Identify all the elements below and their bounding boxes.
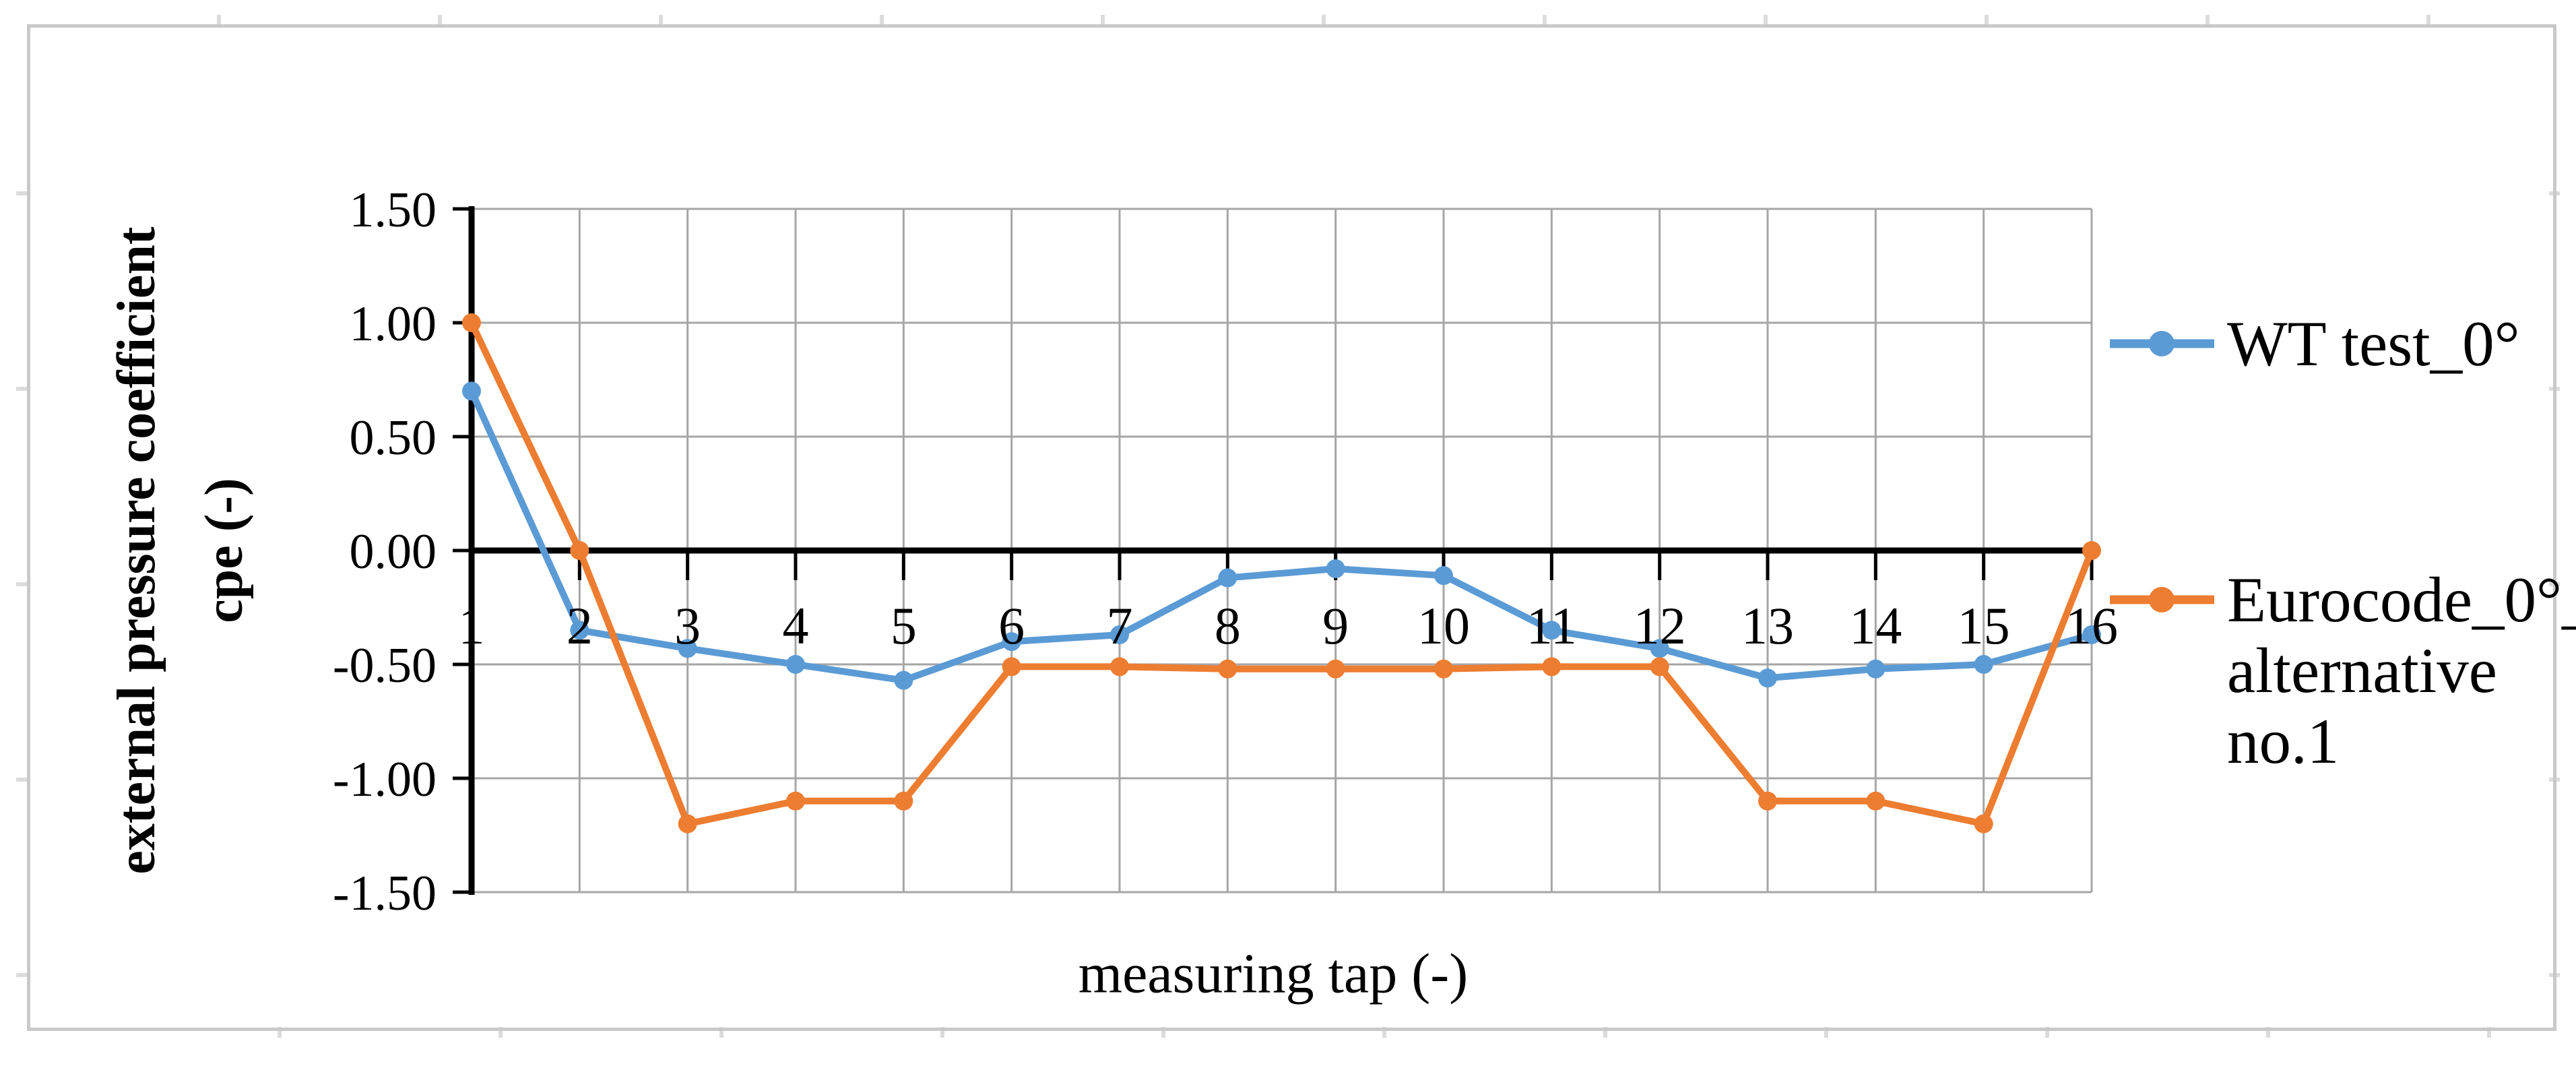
y-tick-label: -1.00 xyxy=(333,752,437,807)
series-marker-eurocode xyxy=(1758,791,1777,811)
legend-label-eurocode: Eurocode_0°_ alternative no.1 xyxy=(2227,564,2576,777)
series-marker-eurocode xyxy=(678,814,697,834)
x-tick-label: 9 xyxy=(1322,596,1349,655)
series-marker-wt-test xyxy=(1002,632,1021,652)
series-marker-wt-test xyxy=(1110,625,1129,645)
series-marker-eurocode xyxy=(1542,657,1561,677)
series-marker-wt-test xyxy=(1866,659,1886,679)
x-tick-label: 8 xyxy=(1215,596,1241,655)
series-marker-wt-test xyxy=(1218,568,1237,588)
series-line-eurocode xyxy=(468,319,2095,827)
x-tick-label: 3 xyxy=(674,596,701,655)
series-marker-eurocode xyxy=(1866,791,1886,811)
series-marker-wt-test xyxy=(1974,655,1993,674)
series-marker-wt-test xyxy=(570,621,589,640)
x-tick-label: 12 xyxy=(1634,596,1686,655)
x-tick-label: 1 xyxy=(459,596,485,655)
x-axis-title: measuring tap (-) xyxy=(1078,942,1469,1005)
series-marker-eurocode xyxy=(894,791,913,811)
legend-marker-eurocode-line-dot-icon xyxy=(2110,587,2214,613)
series-marker-eurocode xyxy=(786,791,805,811)
series-marker-eurocode xyxy=(2082,541,2101,560)
y-tick-label: -0.50 xyxy=(333,638,437,693)
series-marker-eurocode xyxy=(462,313,481,332)
y-tick-label: 1.00 xyxy=(350,296,437,352)
series-marker-eurocode xyxy=(1434,659,1453,679)
series-marker-wt-test xyxy=(1650,639,1669,658)
legend-entry-wt-test: WT test_0° xyxy=(2110,309,2520,379)
figure-frame xyxy=(27,24,2556,1031)
series-marker-wt-test xyxy=(1326,559,1345,579)
x-tick-label: 6 xyxy=(998,596,1025,655)
series-marker-wt-test xyxy=(1758,668,1777,688)
series-marker-eurocode xyxy=(1650,657,1669,677)
x-tick-label: 7 xyxy=(1107,596,1133,655)
series-marker-wt-test xyxy=(462,381,481,401)
x-tick-label: 16 xyxy=(2065,596,2118,655)
x-tick-label: 15 xyxy=(1958,596,2010,655)
x-tick-label: 13 xyxy=(1741,596,1794,655)
legend-entry-eurocode: Eurocode_0°_ alternative no.1 xyxy=(2110,565,2576,777)
series-marker-eurocode xyxy=(570,541,589,560)
x-tick-label: 11 xyxy=(1526,596,1577,655)
series-marker-eurocode xyxy=(1110,657,1129,677)
series-marker-wt-test xyxy=(678,639,697,658)
y-axis-title: external pressure coefficient cpe (-) xyxy=(93,79,268,1022)
y-tick-label: 0.00 xyxy=(350,524,437,579)
series-line-wt-test xyxy=(468,387,2095,684)
series-marker-wt-test xyxy=(786,655,805,674)
y-axis-title-line2: cpe (-) xyxy=(195,478,254,623)
x-tick-label: 5 xyxy=(891,596,917,655)
x-tick-label: 10 xyxy=(1417,596,1470,655)
legend-marker-wt-line-dot-icon xyxy=(2110,331,2214,356)
x-tick-label: 14 xyxy=(1849,596,1902,655)
series-marker-eurocode xyxy=(1326,659,1345,679)
y-axis-title-line1: external pressure coefficient xyxy=(107,226,166,875)
x-tick-label: 4 xyxy=(783,596,809,655)
y-tick-label: 1.50 xyxy=(350,183,437,238)
series-marker-wt-test xyxy=(2082,625,2101,645)
y-tick-label: -1.50 xyxy=(333,866,437,921)
series-marker-eurocode xyxy=(1218,659,1237,679)
y-tick-label: 0.50 xyxy=(350,410,437,466)
x-tick-label: 2 xyxy=(567,596,593,655)
series-marker-eurocode xyxy=(1974,814,1993,834)
legend-label-wt-test: WT test_0° xyxy=(2227,308,2520,379)
series-marker-eurocode xyxy=(1002,657,1021,677)
series-marker-wt-test xyxy=(1542,621,1561,640)
series-marker-wt-test xyxy=(1434,566,1453,586)
series-marker-wt-test xyxy=(894,670,913,690)
